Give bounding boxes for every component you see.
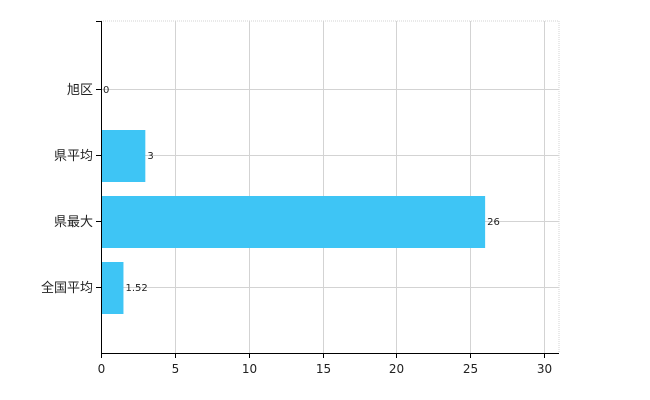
bar-2 — [101, 196, 486, 248]
bar-1 — [101, 130, 146, 182]
x-tick-label-4: 20 — [389, 362, 404, 376]
bar-3 — [101, 262, 124, 314]
x-tick-label-0: 0 — [98, 362, 106, 376]
x-tick-label-6: 30 — [537, 362, 552, 376]
category-label-3: 全国平均 — [41, 280, 93, 296]
grid-lines — [101, 20, 560, 353]
data-label-1: 3 — [147, 151, 153, 162]
x-tick-label-3: 15 — [316, 362, 331, 376]
x-tick-label-2: 10 — [242, 362, 257, 376]
category-label-1: 県平均 — [54, 149, 93, 164]
data-label-3: 1.52 — [125, 283, 147, 294]
category-label-0: 旭区 — [67, 83, 93, 98]
x-tick-label-5: 25 — [463, 362, 478, 376]
category-label-2: 県最大 — [54, 215, 93, 230]
data-label-2: 26 — [487, 217, 500, 228]
x-tick-label-1: 5 — [172, 362, 180, 376]
bars — [101, 130, 486, 314]
axes — [96, 21, 559, 358]
data-label-0: 0 — [103, 85, 109, 96]
